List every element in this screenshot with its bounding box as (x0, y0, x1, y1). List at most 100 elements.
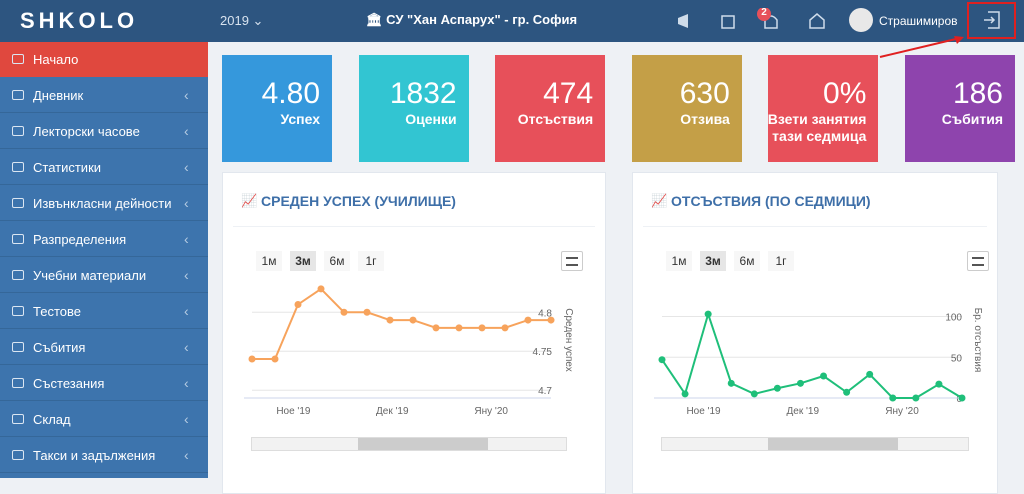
chevron: ‹ (184, 159, 189, 175)
menu-icon (12, 162, 24, 172)
menu-item[interactable]: Статистики ‹ (0, 150, 208, 185)
messages-icon[interactable] (809, 13, 825, 29)
stat-label: Отзива (680, 111, 730, 127)
stat-label: Взети занятия тази седмица (768, 111, 867, 144)
point (340, 308, 348, 316)
x-tick-label: Ное '19 (686, 406, 721, 417)
point (958, 394, 966, 402)
chevron: ‹ (184, 267, 189, 283)
chevron: ‹ (184, 123, 189, 139)
point (750, 390, 758, 398)
menu-icon (12, 342, 24, 352)
menu-icon (12, 90, 24, 100)
panel-title: ОТСЪСТВИЯ (ПО СЕДМИЦИ) (671, 193, 871, 209)
point (658, 356, 666, 364)
menu-label: Склад (33, 412, 71, 427)
menu-label: Такси и задължения (33, 448, 156, 463)
range-button[interactable]: 1г (768, 251, 794, 271)
range-button[interactable]: 1м (666, 251, 692, 271)
menu-item[interactable]: Начало (0, 42, 208, 77)
menu-item[interactable]: Тестове ‹ (0, 294, 208, 329)
range-button[interactable]: 6м (324, 251, 350, 271)
header-icons (678, 8, 825, 29)
point (704, 310, 712, 318)
edit-icon[interactable] (721, 15, 735, 29)
y-tick-label: 4.8 (538, 308, 552, 319)
school-icon: 🏛 (366, 12, 383, 27)
notification-count: 2 (761, 7, 767, 18)
menu-item[interactable]: Състезания ‹ (0, 366, 208, 401)
stat-tile: 474 Отсъствия (495, 55, 606, 162)
menu-item[interactable]: Извънкласни дейности ‹ (0, 186, 208, 221)
stat-value: 0% (823, 77, 867, 110)
point (547, 316, 555, 324)
x-tick-label: Яну '20 (885, 406, 919, 417)
point (681, 390, 689, 398)
menu-label: Разпределения (33, 232, 127, 247)
menu-label: Извънкласни дейности (33, 196, 172, 211)
menu-icon (12, 126, 24, 136)
chevron: ‹ (184, 87, 189, 103)
menu-item[interactable]: Събития ‹ (0, 330, 208, 365)
x-tick-label: Дек '19 (787, 406, 820, 417)
range-button[interactable]: 6м (734, 251, 760, 271)
menu-item[interactable]: Склад ‹ (0, 402, 208, 437)
logo[interactable]: SHKOLO (20, 8, 139, 33)
stat-label: Събития (941, 111, 1003, 127)
x-tick-label: Дек '19 (376, 406, 409, 417)
point (727, 379, 735, 387)
stat-tile: 0% Взети занятия тази седмица (768, 55, 879, 162)
logout-icon[interactable] (982, 9, 1002, 31)
menu-label: Тестове (33, 304, 81, 319)
highlight-box (967, 2, 1016, 39)
menu-label: Лекторски часове (33, 124, 140, 139)
scroll-thumb (358, 438, 488, 450)
user-name[interactable]: Страшимиров (879, 14, 958, 28)
chevron: ‹ (184, 339, 189, 355)
school-name: 🏛 СУ "Хан Аспарух" - гр. София (366, 12, 577, 28)
announce-icon[interactable] (678, 14, 688, 28)
range-button[interactable]: 1м (256, 251, 282, 271)
menu-label: Статистики (33, 160, 102, 175)
range-button[interactable]: 3м (290, 251, 316, 271)
separator (643, 226, 987, 227)
point (935, 380, 943, 388)
line (661, 310, 963, 399)
chevron: ‹ (184, 195, 189, 211)
sidebar: Начало Дневник ‹ Лекторски часове ‹ Статистик… (0, 42, 208, 478)
menu-item[interactable]: Разпределения ‹ (0, 222, 208, 257)
point (843, 388, 851, 396)
year-select[interactable]: 2019 ⌄ (220, 13, 264, 28)
point (432, 324, 440, 332)
point (912, 394, 920, 402)
menu-icon (12, 378, 24, 388)
stat-value: 630 (679, 77, 730, 110)
menu-icon (12, 234, 24, 244)
menu-item[interactable]: Такси и задължения ‹ (0, 438, 208, 473)
point (820, 372, 828, 380)
stat-value: 4.80 (261, 77, 320, 110)
avatar[interactable] (849, 8, 873, 32)
range-button[interactable]: 3м (700, 251, 726, 271)
point (796, 379, 804, 387)
x-tick-label: Яну '20 (474, 406, 508, 417)
panel-title: СРЕДЕН УСПЕХ (УЧИЛИЩЕ) (261, 193, 456, 209)
point (524, 316, 532, 324)
menu-item[interactable]: Учебни материали ‹ (0, 258, 208, 293)
menu-label: Учебни материали (33, 268, 147, 283)
menu-button[interactable] (561, 251, 583, 271)
range-button[interactable]: 1г (358, 251, 384, 271)
point (294, 300, 302, 308)
menu-item[interactable]: Лекторски часове ‹ (0, 114, 208, 149)
menu-icon (12, 306, 24, 316)
point (501, 324, 509, 332)
menu-item[interactable]: Дневник ‹ (0, 78, 208, 113)
menu-icon (12, 414, 24, 424)
point (889, 394, 897, 402)
stat-label: Оценки (405, 111, 457, 127)
scroll-thumb (768, 438, 898, 450)
y-tick-label: 4.7 (538, 386, 552, 397)
point (386, 316, 394, 324)
stat-value: 1832 (389, 77, 457, 110)
menu-button[interactable] (967, 251, 989, 271)
